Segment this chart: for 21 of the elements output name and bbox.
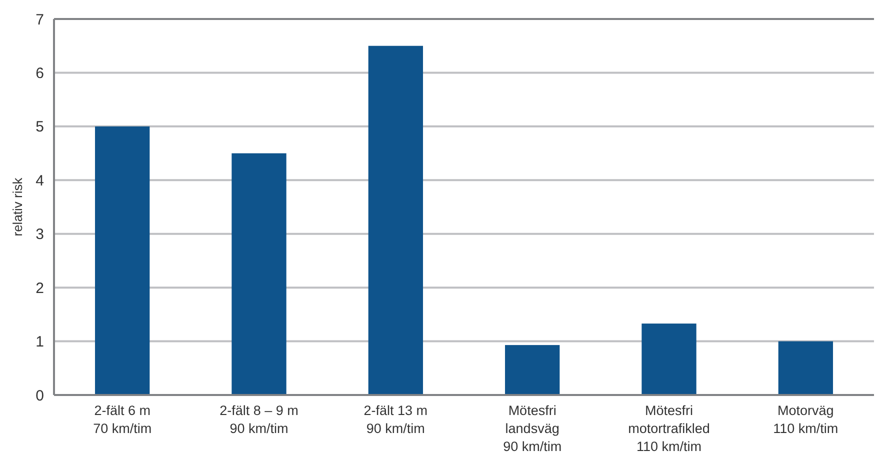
y-tick-label: 6 (36, 64, 44, 82)
bar (778, 341, 833, 395)
x-tick-label: 2-fält 6 m 70 km/tim (93, 403, 152, 436)
y-tick-label: 2 (36, 280, 44, 297)
x-tick-label: Mötesfri landsväg 90 km/tim (503, 403, 562, 454)
y-tick-label: 5 (36, 118, 44, 136)
y-axis-title: relativ risk (10, 177, 25, 236)
y-tick-label: 3 (36, 226, 44, 244)
x-tick-label: Mötesfri motortrafikled 110 km/tim (628, 403, 710, 454)
y-tick-label: 4 (36, 172, 44, 190)
y-tick-label: 7 (36, 11, 44, 28)
x-tick-label: Motorväg 110 km/tim (773, 403, 838, 436)
x-tick-label: 2-fält 8 – 9 m 90 km/tim (220, 403, 298, 436)
bar (95, 126, 150, 395)
bar (505, 345, 560, 395)
bar (368, 46, 423, 395)
y-tick-label: 1 (36, 334, 44, 351)
bar (642, 324, 696, 395)
x-tick-label: 2-fält 13 m 90 km/tim (364, 403, 428, 436)
y-tick-label: 0 (36, 387, 44, 404)
bar (232, 153, 286, 395)
